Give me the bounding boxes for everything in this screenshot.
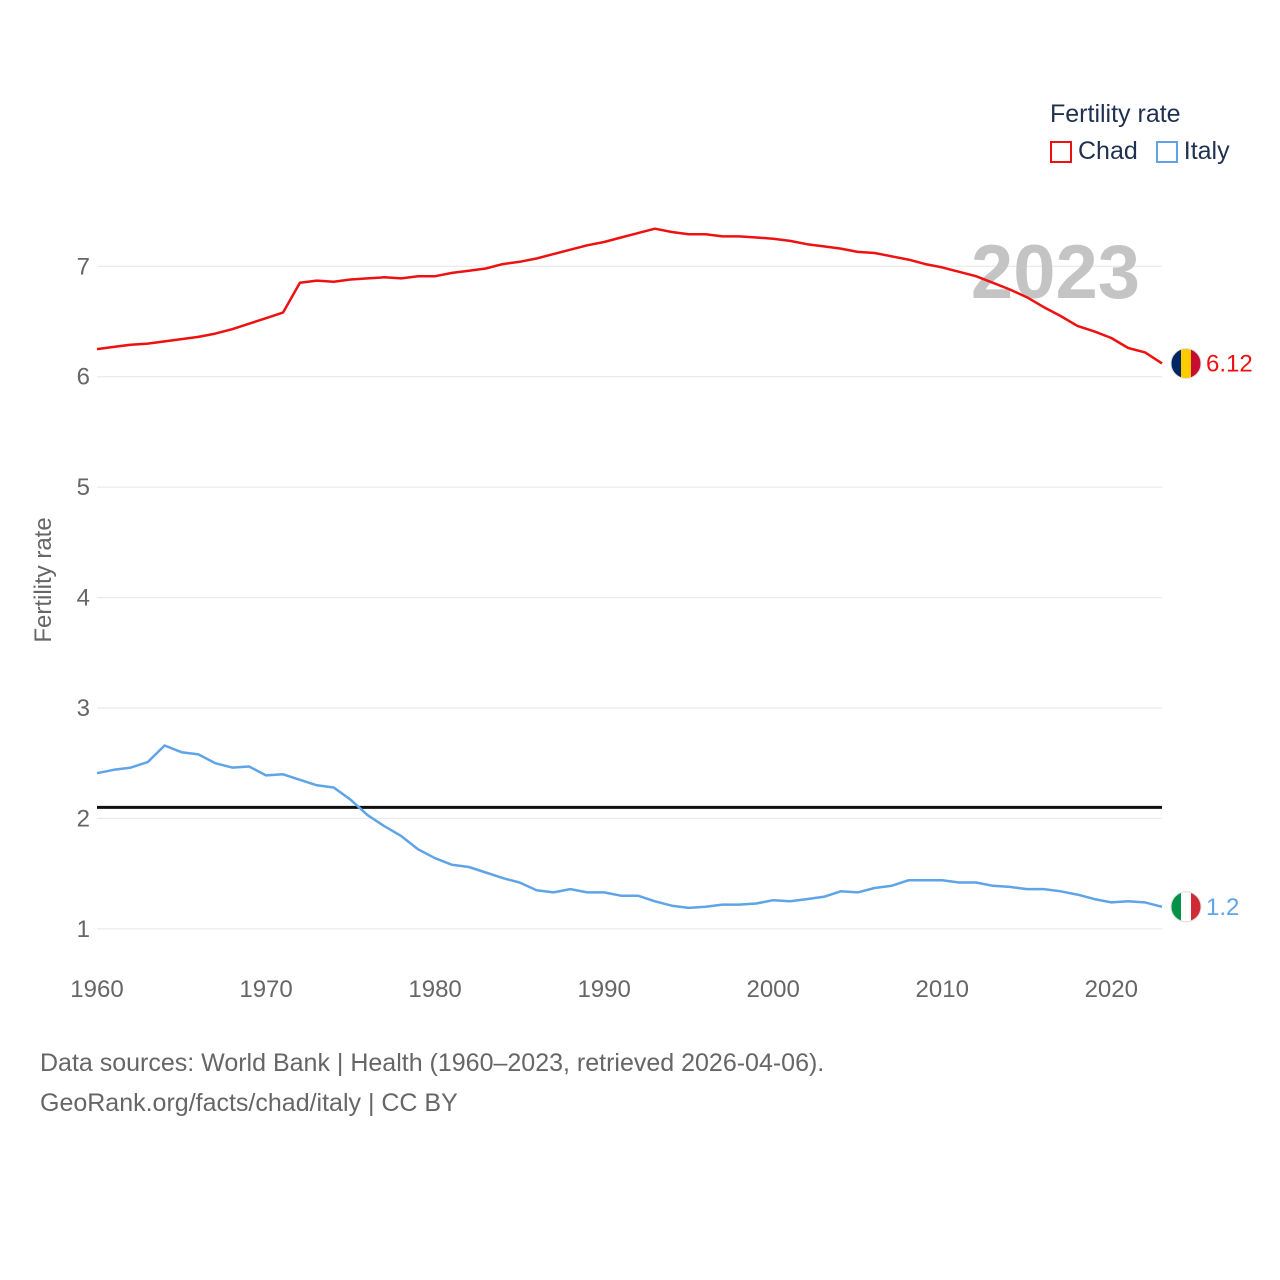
legend: Fertility rate Chad Italy [1050,100,1248,166]
x-axis-ticks: 1960 1970 1980 1990 2000 2010 2020 [70,976,1138,1003]
series-line-chad [96,227,1163,365]
y-axis-label: Fertility rate [30,517,57,642]
y-tick-label: 2 [77,805,90,832]
legend-items: Chad Italy [1050,137,1248,166]
x-tick-label: 2010 [916,976,969,1003]
y-tick-label: 6 [77,364,90,391]
legend-item-chad[interactable]: Chad [1050,137,1138,166]
end-value-label: 1.2 [1206,894,1239,921]
y-axis-ticks: 1 2 3 4 5 6 7 [77,253,90,943]
end-labels: 6.12 1.2 [1170,347,1253,923]
x-tick-label: 2020 [1085,976,1138,1003]
y-tick-label: 3 [77,695,90,722]
legend-swatch [1155,140,1178,163]
flag-stripe [1171,891,1182,922]
flag-border [1170,891,1202,923]
flag-stripe [1171,348,1182,379]
flag-chad-icon [1171,348,1201,379]
x-tick-label: 1990 [577,976,630,1003]
x-tick-label: 2000 [746,976,799,1003]
x-tick-label: 1970 [239,976,292,1003]
flag-stripe [1191,348,1201,379]
flag-stripe [1181,891,1192,922]
y-tick-label: 5 [77,474,90,501]
end-value-label: 6.12 [1206,350,1253,377]
grid-lines [97,265,1162,930]
y-tick-label: 4 [77,585,90,612]
legend-swatch [1050,140,1072,163]
x-tick-label: 1980 [408,976,461,1003]
legend-title: Fertility rate [1050,100,1181,128]
flag-stripe [1181,348,1192,379]
legend-label: Chad [1078,137,1138,165]
y-tick-label: 1 [77,916,90,943]
flag-border [1170,347,1202,379]
y-tick-label: 7 [77,253,90,280]
data-source: Data sources: World Bank | Health (1960–… [40,1043,824,1123]
x-tick-label: 1960 [70,976,123,1003]
license-line: GeoRank.org/facts/chad/italy | CC BY [40,1089,458,1117]
year-label: 2023 [971,230,1140,315]
flag-italy-icon [1171,891,1201,922]
source-line: Data sources: World Bank | Health (1960–… [40,1049,825,1077]
legend-label: Italy [1183,137,1230,165]
series-line-italy [96,744,1163,910]
flag-stripe [1191,891,1201,922]
series-lines [96,227,1163,910]
legend-item-italy[interactable]: Italy [1155,137,1230,166]
